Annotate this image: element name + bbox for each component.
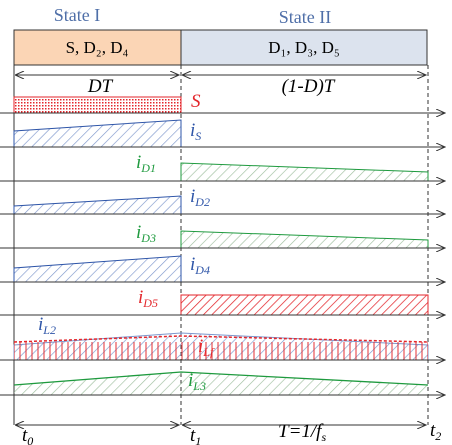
waveform [13, 96, 182, 114]
time-labels: t0 t1 T=1/fs t2 [22, 420, 441, 445]
time-label: t2 [430, 420, 441, 443]
state-box [180, 29, 428, 66]
waveform [180, 230, 429, 249]
waveform [14, 342, 428, 360]
waveform [13, 371, 429, 386]
waveform [14, 372, 428, 395]
signal-label: iLf [198, 336, 215, 359]
signal-label: iL3 [188, 370, 206, 393]
interval-label: DT [87, 76, 114, 97]
waveform [13, 255, 182, 283]
interval-label: (1-D)T [282, 76, 336, 97]
waveform [180, 294, 429, 316]
signal-label: iD3 [136, 222, 156, 245]
signal-label: iD2 [190, 186, 210, 209]
state-header: State I State II S, D₂, D₄ D₁, D₃, D₅ [13, 5, 428, 66]
state-title: State II [279, 7, 331, 27]
waveforms [0, 96, 445, 395]
time-label: T=1/fs [278, 421, 326, 444]
state-box [13, 29, 182, 66]
signal-labels: S iS iD1 iD2 iD3 iD4 iD5 iL2 iLf iL3 [38, 91, 215, 393]
time-label: t1 [190, 425, 201, 445]
signal-label: iL2 [38, 314, 56, 337]
state-devices: D₁, D₃, D₅ [268, 38, 340, 57]
state-devices: S, D₂, D₄ [66, 38, 129, 57]
signal-label: iD4 [190, 254, 210, 277]
waveform [13, 119, 182, 148]
time-label: t0 [22, 425, 33, 445]
state-title: State I [54, 5, 101, 25]
signal-label: iS [190, 120, 201, 143]
signal-label: iD5 [138, 287, 158, 310]
signal-label: iD1 [136, 152, 156, 175]
waveform [13, 195, 182, 215]
signal-label: S [191, 91, 201, 112]
waveform [180, 162, 429, 182]
waveform [13, 335, 429, 343]
